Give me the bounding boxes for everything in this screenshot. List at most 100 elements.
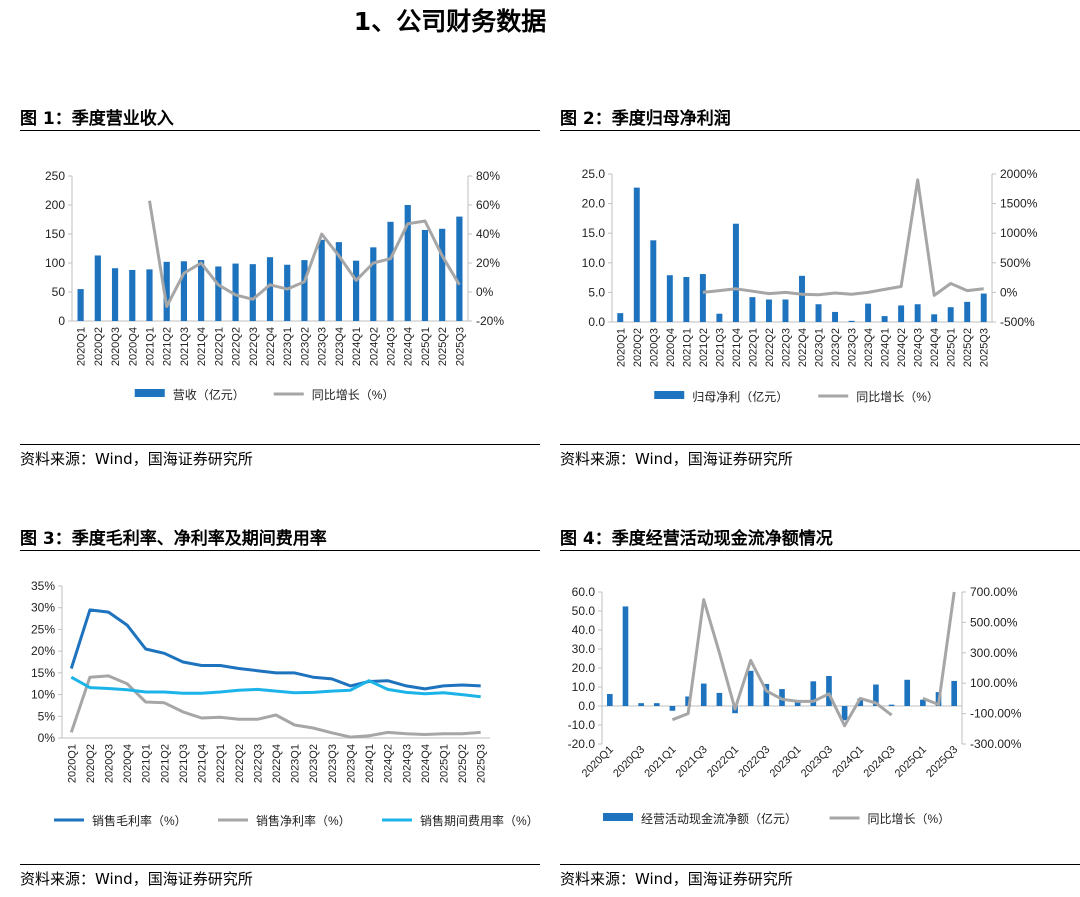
series-line [702, 178, 984, 297]
bar [352, 260, 360, 321]
bar [848, 320, 855, 322]
bar [881, 316, 888, 322]
x-tick-label: 2021Q2 [162, 327, 174, 366]
y-tick-label: 30% [31, 601, 55, 615]
bar [249, 264, 256, 321]
y-tick-label: 200 [45, 198, 65, 212]
x-tick-label: 2024Q3 [862, 744, 898, 780]
series-line [148, 200, 461, 308]
net-profit-chart: 0.0 5.0 10.0 15.0 20.0 25.0 -500% 0% 500% 1000% 15… [582, 167, 1038, 404]
x-tick-label: 2022Q2 [231, 327, 243, 366]
bar [782, 299, 789, 322]
x-tick-label: 2020Q4 [665, 328, 677, 367]
bar [215, 266, 222, 321]
bar [732, 223, 739, 322]
bar [799, 275, 805, 322]
y-tick-label: 10% [31, 688, 55, 702]
y-tick-label: 25.0 [582, 167, 606, 181]
x-tick-label: 2021Q3 [179, 327, 191, 366]
y2-tick-label: 60% [476, 198, 500, 212]
y-tick-label: 5% [38, 709, 56, 723]
bar [857, 698, 864, 706]
y2-tick-label: -500% [1000, 315, 1035, 329]
x-tick-label: 2023Q1 [282, 327, 294, 366]
margin-chart: 0% 5% 10% 15% 20% 25% 30% 35% 2020Q1 2020Q2 2020Q3… [31, 579, 539, 828]
x-tick-label: 2021Q3 [674, 744, 710, 780]
x-tick-label: 2024Q1 [880, 328, 892, 367]
x-tick-label: 2020Q2 [93, 327, 105, 366]
bar [898, 305, 905, 322]
legend-label: 营收（亿元） [173, 387, 245, 402]
bar [622, 606, 629, 706]
y-tick-label: 20% [31, 644, 55, 658]
x-tick-label: 2022Q3 [252, 744, 264, 783]
x-tick-label: 2024Q4 [929, 328, 941, 367]
source-note: 资料来源：Wind，国海证券研究所 [560, 870, 793, 888]
title-rule [20, 130, 540, 131]
x-tick-label: 2021Q3 [178, 744, 190, 783]
x-tick-label: 2025Q1 [420, 327, 432, 366]
bar [951, 680, 957, 706]
bar [980, 293, 987, 322]
bar [163, 261, 170, 321]
bar [832, 311, 839, 322]
bar [266, 257, 274, 321]
chart-panel-revenue: 图 1：季度营业收入 0 50 100 150 200 250 -20% 0% 20% 40% 60… [20, 104, 540, 474]
legend-label: 同比增长（%） [856, 390, 939, 404]
x-tick-label: 2022Q1 [215, 744, 227, 783]
x-tick-label: 2023Q2 [830, 328, 842, 367]
bar [904, 679, 911, 706]
bar [669, 706, 676, 711]
y-tick-label: 100 [45, 256, 65, 270]
chart-panel-net-profit: 图 2：季度归母净利润 0.0 5.0 10.0 15.0 20.0 25.0 -500% 0… [560, 104, 1080, 474]
x-tick-label: 2023Q4 [863, 328, 875, 367]
bar [77, 289, 84, 321]
legend-label: 销售期间费用率（%） [420, 813, 539, 828]
y2-tick-label: 40% [476, 227, 500, 241]
chart-panel-margins: 图 3：季度毛利率、净利率及期间费用率 0% 5% 10% 15% 20% 25% 30% 3… [20, 524, 540, 894]
y-tick-label: 20.0 [572, 661, 596, 675]
x-tick-label: 2021Q1 [681, 328, 693, 367]
x-tick-label: 2023Q1 [290, 744, 302, 783]
x-tick-label: 2023Q2 [299, 327, 311, 366]
y-tick-label: 60.0 [572, 585, 596, 599]
bar [964, 301, 971, 322]
x-tick-label: 2024Q1 [364, 744, 376, 783]
bar [617, 313, 624, 322]
x-tick-label: 2024Q3 [913, 328, 925, 367]
bar [607, 694, 613, 706]
x-tick-label: 2022Q3 [780, 328, 792, 367]
y-tick-label: 0.0 [588, 315, 605, 329]
x-tick-label: 2022Q4 [797, 328, 809, 367]
y2-tick-label: 1000% [1000, 226, 1038, 240]
bar [232, 263, 239, 321]
bar [335, 242, 342, 321]
bar [873, 684, 879, 706]
x-tick-label: 2024Q4 [403, 327, 415, 366]
bar [653, 703, 660, 706]
y-tick-label: 10.0 [582, 256, 606, 270]
y2-tick-label: 2000% [1000, 167, 1038, 181]
x-tick-label: 2022Q2 [764, 328, 776, 367]
y-tick-label: 50.0 [572, 604, 596, 618]
bar [439, 228, 446, 321]
bar [301, 260, 308, 321]
bar [318, 239, 325, 321]
x-tick-label: 2025Q3 [979, 328, 991, 367]
panel-title: 图 1：季度营业收入 [20, 109, 174, 129]
y-tick-label: 0.0 [578, 699, 595, 713]
y-tick-label: 35% [31, 579, 55, 593]
y-tick-label: 15.0 [582, 226, 606, 240]
x-tick-label: 2023Q3 [327, 744, 339, 783]
bar [826, 675, 832, 706]
bar [683, 277, 690, 322]
bar [404, 205, 411, 321]
bar [666, 275, 673, 322]
x-tick-label: 2021Q4 [196, 327, 208, 366]
y-tick-label: 50 [52, 285, 66, 299]
y-tick-label: 5.0 [588, 285, 605, 299]
x-tick-label: 2020Q2 [85, 744, 97, 783]
y2-tick-label: 20% [476, 256, 500, 270]
chart-panel-cashflow: 图 4：季度经营活动现金流净额情况 -20.0 -10.0 0.0 10.0 20.0 3… [560, 524, 1080, 894]
y-tick-label: 15% [31, 666, 55, 680]
